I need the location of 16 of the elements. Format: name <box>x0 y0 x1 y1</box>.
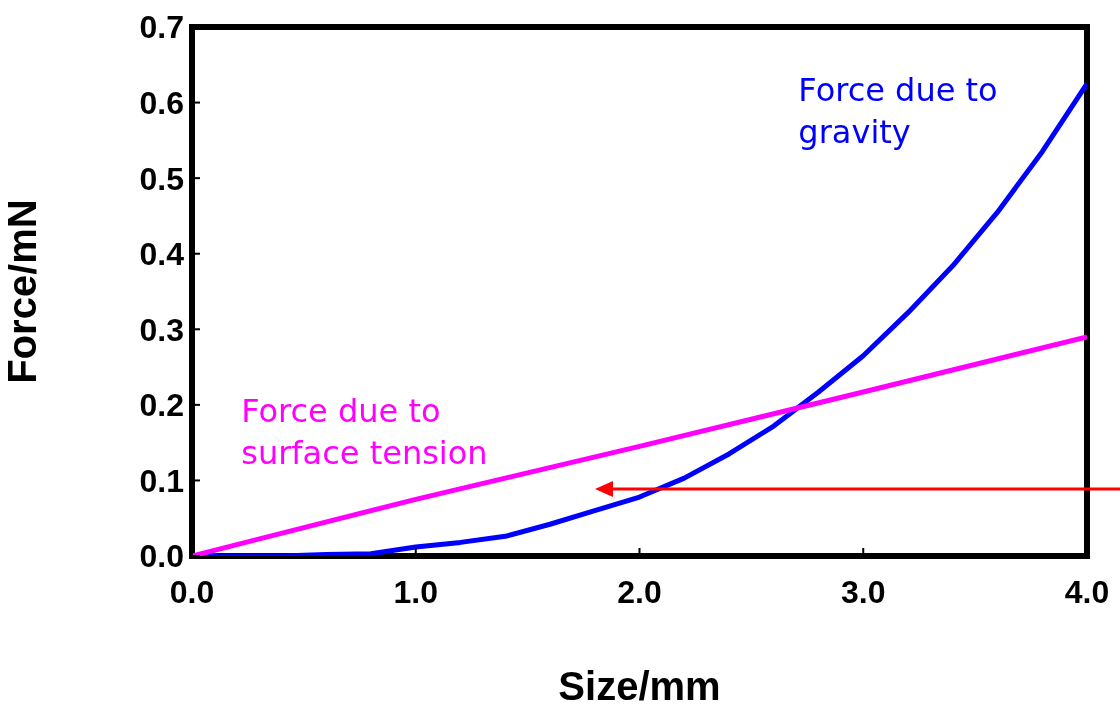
series-label: Force due to gravity <box>798 69 999 153</box>
series-label: Force due to surface tension <box>241 390 489 474</box>
y-tick-label: 0.2 <box>139 387 184 424</box>
x-tick-label: 4.0 <box>1064 573 1110 610</box>
y-tick-label: 0.4 <box>139 236 185 273</box>
x-tick-label: 1.0 <box>393 573 438 610</box>
x-tick-label: 2.0 <box>617 573 662 610</box>
y-tick-label: 0.7 <box>139 9 184 46</box>
y-tick-label: 0.1 <box>139 462 184 499</box>
y-tick-label: 0.5 <box>139 160 184 197</box>
x-tick-label: 0.0 <box>169 573 215 610</box>
y-tick-label: 0.6 <box>139 84 184 121</box>
y-tick-label: 0.3 <box>139 311 184 348</box>
x-axis-title: Size/mm <box>558 664 721 708</box>
y-tick-label: 0.0 <box>139 538 184 575</box>
x-tick-label: 3.0 <box>841 573 886 610</box>
